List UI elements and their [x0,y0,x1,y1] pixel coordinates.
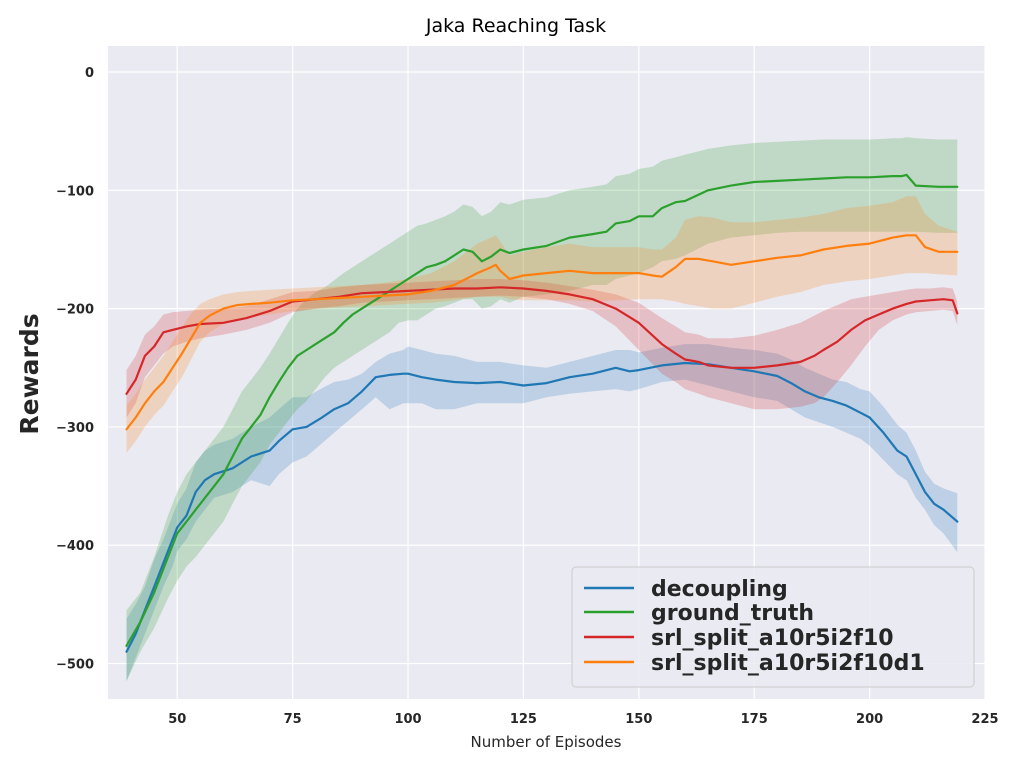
legend-label-srl-split-a10r5i2f10d1: srl_split_a10r5i2f10d1 [651,651,925,676]
legend: decoupling ground_truth srl_split_a10r5i… [571,566,975,688]
y-tick-label-neg500: −500 [56,658,94,673]
y-axis-ticks: 0 −100 −200 −300 −400 −500 [56,66,94,672]
gridlines [108,46,986,699]
x-tick-label-125: 125 [510,712,537,727]
series-line-srl-split-a10r5i2f10 [125,286,959,395]
x-tick-label-50: 50 [168,712,186,727]
series-line-srl-split-a10r5i2f10d1 [125,234,959,431]
y-tick-label-0: 0 [85,66,94,81]
x-axis-label: Number of Episodes [471,733,622,751]
series-lines [125,173,959,653]
x-tick-label-200: 200 [856,712,883,727]
x-tick-label-75: 75 [284,712,302,727]
x-tick-label-175: 175 [741,712,768,727]
x-axis-ticks: 50 75 100 125 150 175 200 225 [168,712,998,727]
y-axis-label: Rewards [15,313,44,434]
y-tick-label-neg200: −200 [56,303,94,318]
legend-frame [571,566,975,688]
band-decoupling [126,344,958,682]
band-srl-split-a10r5i2f10 [126,279,958,418]
y-tick-label-neg100: −100 [56,184,94,199]
x-tick-label-150: 150 [625,712,652,727]
legend-label-decoupling: decoupling [651,577,788,602]
legend-label-ground-truth: ground_truth [651,601,814,626]
legend-label-srl-split-a10r5i2f10: srl_split_a10r5i2f10 [651,626,894,651]
x-tick-label-100: 100 [394,712,421,727]
y-tick-label-neg300: −300 [56,421,94,436]
series-line-decoupling [125,361,959,653]
series-line-ground-truth [125,173,959,647]
x-tick-label-225: 225 [971,712,998,727]
band-srl-split-a10r5i2f10d1 [126,196,958,453]
y-tick-label-neg400: −400 [56,539,94,554]
chart-title: Jaka Reaching Task [425,15,606,37]
